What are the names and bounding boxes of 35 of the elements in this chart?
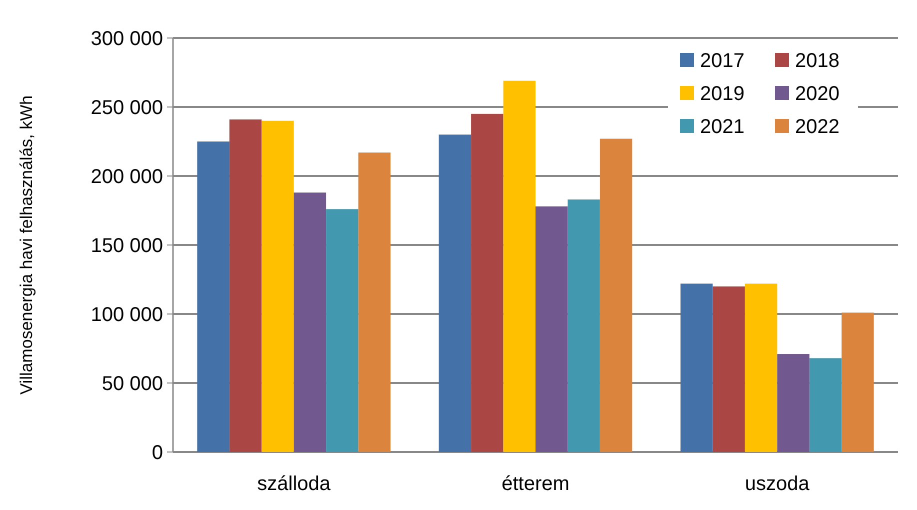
x-tick-label: uszoda: [744, 473, 810, 495]
bar: [438, 134, 472, 452]
y-tick-label: 300 000: [90, 28, 163, 50]
y-tick-label: 0: [152, 442, 163, 464]
bar: [809, 358, 842, 452]
bar: [680, 284, 713, 452]
bar: [503, 80, 536, 452]
bar: [568, 199, 600, 452]
bar: [262, 120, 294, 452]
y-tick-label: 250 000: [90, 97, 163, 119]
bar: [229, 119, 262, 452]
bar: [842, 312, 874, 452]
bar: [777, 354, 810, 452]
bar: [294, 192, 326, 452]
bar: [358, 152, 390, 452]
bar: [600, 138, 632, 452]
legend-label: 2018: [795, 50, 840, 72]
legend-label: 2017: [700, 50, 744, 72]
legend-label: 2019: [700, 83, 744, 105]
y-tick-label: 200 000: [90, 166, 163, 188]
y-tick-label: 100 000: [90, 304, 163, 326]
y-tick-label: 150 000: [90, 235, 163, 257]
legend-label: 2020: [795, 83, 840, 105]
x-tick-label: étterem: [502, 473, 570, 495]
bar: [536, 206, 568, 452]
x-tick-label: szálloda: [257, 473, 332, 495]
bar: [712, 286, 745, 452]
bar: [326, 209, 358, 452]
y-tick-label: 50 000: [102, 373, 163, 395]
legend-label: 2021: [700, 116, 744, 138]
y-axis-title: Villamosenergia havi felhasználás, kWh: [17, 95, 36, 395]
bar: [471, 114, 504, 452]
bar: [744, 284, 778, 452]
legend-label: 2022: [795, 116, 840, 138]
bar: [197, 142, 230, 452]
